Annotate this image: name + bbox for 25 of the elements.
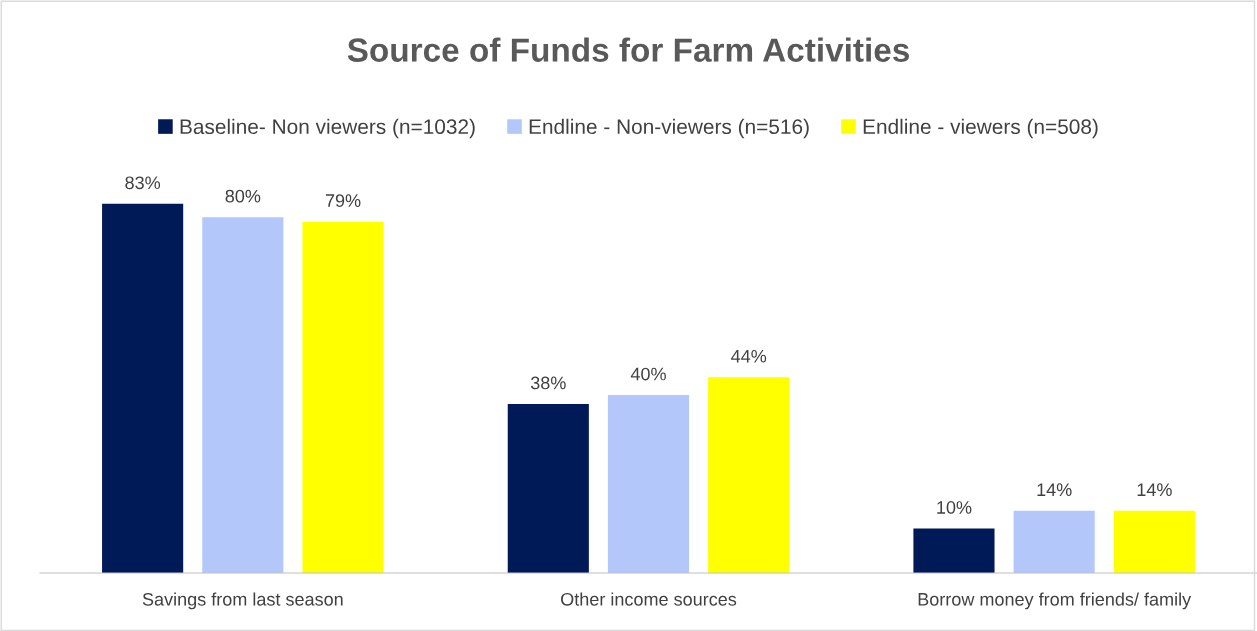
data-label: 14% — [1137, 483, 1172, 496]
bar — [302, 221, 384, 573]
bar — [607, 395, 690, 573]
chart-title: Source of Funds for Farm Activities — [347, 37, 909, 62]
data-label: 40% — [630, 367, 666, 381]
x-tick-label: Borrow money from friends/ family — [918, 592, 1192, 610]
legend-label: Baseline- Non viewers (n=1032) — [180, 118, 475, 139]
data-label: 14% — [1037, 483, 1072, 496]
data-label: 80% — [225, 189, 261, 203]
x-tick-label: Other income sources — [561, 592, 737, 606]
bar — [1013, 510, 1095, 573]
bar — [708, 377, 790, 573]
data-label: 79% — [325, 194, 361, 207]
data-label: 10% — [937, 501, 972, 514]
legend-label: Endline - viewers (n=508) — [863, 118, 1098, 139]
x-tick-label: Savings from last season — [142, 592, 343, 610]
bar — [507, 404, 589, 573]
bar — [1113, 510, 1195, 573]
bar — [102, 203, 184, 573]
data-label: 83% — [125, 176, 161, 190]
data-label: 44% — [731, 349, 767, 363]
data-label: 38% — [530, 376, 566, 390]
bar — [913, 528, 995, 573]
bar — [202, 217, 284, 573]
legend-label: Endline - Non-viewers (n=516) — [529, 118, 809, 139]
